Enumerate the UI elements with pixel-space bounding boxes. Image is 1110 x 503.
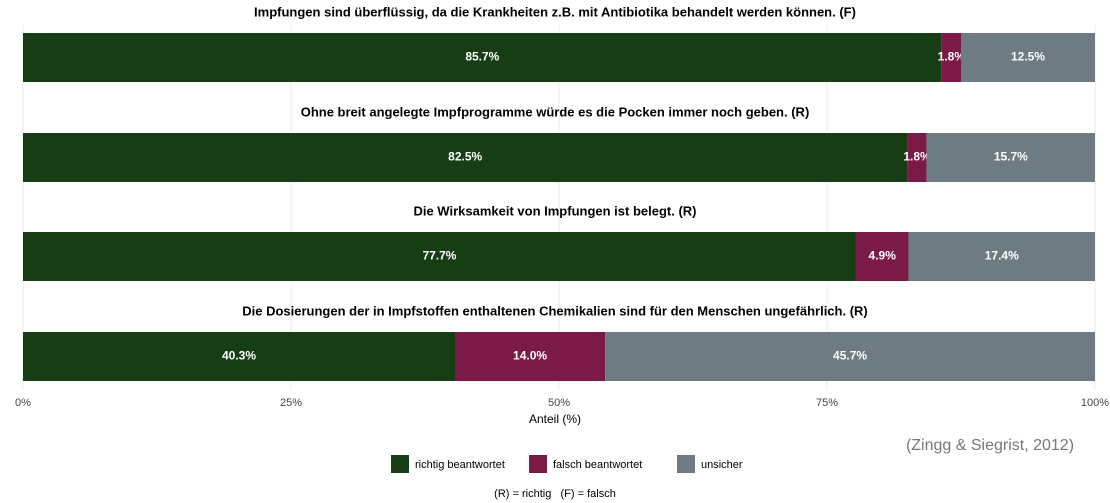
x-tick-label: 75% bbox=[816, 397, 838, 409]
bar-segment bbox=[941, 33, 961, 82]
value-label: 15.7% bbox=[994, 150, 1028, 164]
bar-segment bbox=[23, 232, 856, 281]
bar-segment bbox=[23, 33, 942, 82]
value-label: 82.5% bbox=[448, 150, 482, 164]
value-label: 1.8% bbox=[938, 50, 966, 64]
bar-segment bbox=[961, 33, 1095, 82]
x-tick-label: 100% bbox=[1081, 397, 1109, 409]
x-tick-label: 0% bbox=[15, 397, 31, 409]
value-label: 85.7% bbox=[465, 50, 499, 64]
legend-swatch bbox=[391, 455, 409, 473]
value-label: 45.7% bbox=[833, 349, 867, 363]
x-axis-label: Anteil (%) bbox=[529, 412, 581, 426]
facet-title: Ohne breit angelegte Impfprogramme würde… bbox=[301, 104, 810, 119]
bar-segment bbox=[908, 232, 1095, 281]
bar-segment bbox=[855, 232, 909, 281]
bar-segment bbox=[455, 332, 606, 381]
facet-title: Die Wirksamkeit von Impfungen ist belegt… bbox=[413, 203, 696, 218]
facet-title: Impfungen sind überflüssig, da die Krank… bbox=[254, 4, 856, 19]
legend-label: richtig beantwortet bbox=[415, 459, 505, 471]
legend-swatch bbox=[529, 455, 547, 473]
bar-segment bbox=[907, 133, 927, 182]
x-tick-label: 25% bbox=[280, 397, 302, 409]
bar-segment bbox=[605, 332, 1095, 381]
bar-segment bbox=[926, 133, 1095, 182]
value-label: 40.3% bbox=[222, 349, 256, 363]
legend-swatch bbox=[677, 455, 695, 473]
value-label: 77.7% bbox=[422, 249, 456, 263]
facet-title: Die Dosierungen der in Impfstoffen entha… bbox=[242, 303, 868, 318]
bar-segment bbox=[23, 332, 456, 381]
value-label: 17.4% bbox=[985, 249, 1019, 263]
source: (Zingg & Siegrist, 2012) bbox=[906, 437, 1074, 454]
value-label: 14.0% bbox=[513, 349, 547, 363]
note: (R) = richtig (F) = falsch bbox=[494, 488, 616, 500]
legend-label: falsch beantwortet bbox=[553, 459, 642, 471]
bar-segment bbox=[23, 133, 908, 182]
value-label: 1.8% bbox=[903, 150, 931, 164]
x-tick-label: 50% bbox=[548, 397, 570, 409]
value-label: 4.9% bbox=[869, 249, 897, 263]
value-label: 12.5% bbox=[1011, 50, 1045, 64]
legend-label: unsicher bbox=[701, 459, 743, 471]
